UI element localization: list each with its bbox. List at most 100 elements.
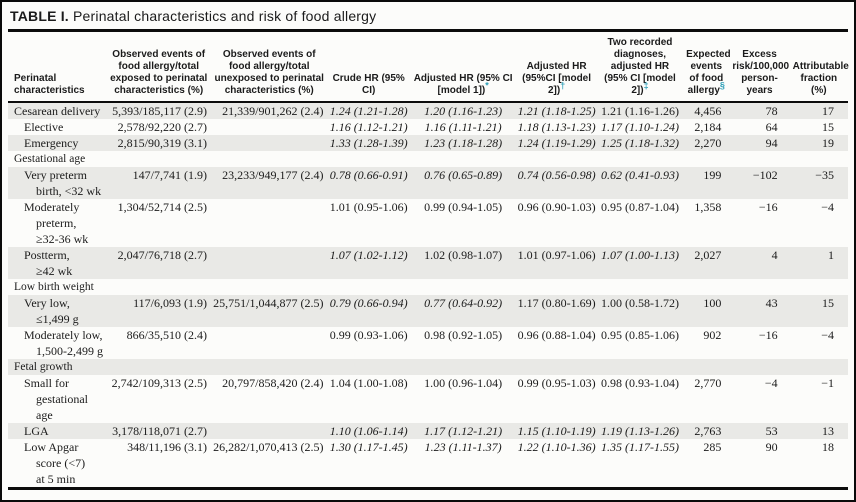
adjusted_hr_model2-cell: 0.96 (0.90-1.03) bbox=[517, 200, 596, 214]
adjusted_hr_model1-cell: 1.23 (1.18-1.28) bbox=[424, 136, 503, 150]
column-header-expected_events: Expected events of food allergy§ bbox=[683, 32, 731, 103]
crude_hr-cell: 1.04 (1.00-1.08) bbox=[329, 376, 408, 390]
attributable_fraction-cell: 1 bbox=[828, 248, 834, 262]
crude_hr-cell bbox=[328, 151, 410, 167]
attributable_fraction-cell bbox=[790, 359, 848, 375]
two_recorded_hr-cell: 1.07 (1.00-1.13) bbox=[600, 248, 679, 262]
crude_hr-cell: 0.99 (0.93-1.06) bbox=[329, 328, 408, 342]
observed_unexposed-cell: 23,233/949,177 (2.4) bbox=[222, 168, 324, 182]
two_recorded_hr-cell: 0.95 (0.85-1.06) bbox=[600, 328, 679, 342]
column-header-adjusted_hr_model2: Adjusted HR (95%CI [model 2])† bbox=[516, 32, 597, 103]
footnote-marker-two_recorded_hr: ‡ bbox=[643, 80, 649, 91]
expected_events-cell: 4,456 bbox=[694, 104, 722, 118]
excess_risk-cell: 64 bbox=[765, 120, 778, 134]
adjusted_hr_model1-cell: 1.00 (0.96-1.04) bbox=[424, 376, 503, 390]
adjusted_hr_model2-cell: 0.96 (0.88-1.04) bbox=[517, 328, 596, 342]
two_recorded_hr-cell: 1.21 (1.16-1.26) bbox=[600, 104, 679, 118]
observed_unexposed-cell bbox=[211, 119, 328, 135]
expected_events-cell: 100 bbox=[703, 296, 722, 310]
adjusted_hr_model1-cell: 1.16 (1.11-1.21) bbox=[424, 120, 502, 134]
adjusted_hr_model2-cell bbox=[516, 359, 596, 375]
observed_unexposed-cell bbox=[211, 199, 328, 247]
crude_hr-cell: 1.01 (0.95-1.06) bbox=[329, 200, 408, 214]
excess_risk-cell: 43 bbox=[765, 296, 778, 310]
two_recorded_hr-cell: 1.00 (0.58-1.72) bbox=[600, 296, 679, 310]
excess_risk-cell: 90 bbox=[765, 440, 778, 454]
column-header-crude_hr: Crude HR (95% CI) bbox=[327, 32, 410, 103]
observed_unexposed-cell bbox=[211, 151, 328, 167]
adjusted_hr_model1-cell bbox=[410, 279, 517, 295]
row-label: Low birth weight bbox=[14, 281, 94, 293]
observed_unexposed-cell: 20,797/858,420 (2.4) bbox=[222, 376, 324, 390]
observed_unexposed-cell: 21,339/901,262 (2.4) bbox=[222, 104, 324, 118]
adjusted_hr_model1-cell bbox=[410, 151, 517, 167]
excess_risk-cell: 94 bbox=[765, 136, 778, 150]
adjusted_hr_model2-cell: 1.22 (1.10-1.36) bbox=[517, 440, 596, 454]
expected_events-cell: 2,184 bbox=[694, 120, 722, 134]
table-row-moderately-preterm-32-36-wk: Moderately preterm, ≥32-36 wk 1,304/52,71… bbox=[8, 199, 848, 247]
adjusted_hr_model1-cell: 1.20 (1.16-1.23) bbox=[424, 104, 503, 118]
table-row-emergency: Emergency 2,815/90,319 (3.1) 1.33 (1.28-1.… bbox=[8, 135, 848, 151]
table-title-prefix: TABLE I. bbox=[10, 8, 69, 24]
attributable_fraction-cell bbox=[790, 279, 848, 295]
row-label: Emergency bbox=[24, 136, 79, 150]
row-label: Very low, ≤1,499 g bbox=[24, 296, 79, 326]
expected_events-cell: 2,027 bbox=[694, 248, 722, 262]
expected_events-cell: 2,763 bbox=[694, 424, 722, 438]
adjusted_hr_model1-cell: 1.02 (0.98-1.07) bbox=[424, 248, 503, 262]
attributable_fraction-cell: 15 bbox=[822, 120, 834, 134]
expected_events-cell: 2,270 bbox=[694, 136, 722, 150]
observed_unexposed-cell bbox=[211, 327, 328, 359]
adjusted_hr_model2-cell bbox=[516, 279, 596, 295]
observed_exposed-cell: 2,742/109,313 (2.5) bbox=[111, 376, 207, 390]
adjusted_hr_model2-cell: 1.18 (1.13-1.23) bbox=[517, 120, 596, 134]
adjusted_hr_model2-cell: 1.17 (0.80-1.69) bbox=[517, 296, 596, 310]
adjusted_hr_model2-cell: 1.01 (0.97-1.06) bbox=[517, 248, 596, 262]
adjusted_hr_model1-cell: 0.99 (0.94-1.05) bbox=[424, 200, 503, 214]
attributable_fraction-cell: −1 bbox=[821, 376, 834, 390]
crude_hr-cell: 1.30 (1.17-1.45) bbox=[329, 440, 408, 454]
column-header-attributable_fraction: Attributable fraction (%) bbox=[789, 32, 849, 103]
expected_events-cell bbox=[683, 359, 729, 375]
column-header-observed_unexposed: Observed events of food allergy/total un… bbox=[210, 32, 328, 103]
observed_exposed-cell bbox=[106, 279, 210, 295]
row-label: Low Apgar score (<7) at 5 min bbox=[24, 440, 86, 486]
row-label: Very preterm birth, <32 wk bbox=[24, 168, 102, 198]
expected_events-cell: 1,358 bbox=[694, 200, 722, 214]
row-label: Fetal growth bbox=[14, 361, 73, 373]
row-label: LGA bbox=[24, 424, 49, 438]
section-row-fetal-growth: Fetal growth bbox=[8, 359, 848, 375]
adjusted_hr_model1-cell: 0.98 (0.92-1.05) bbox=[424, 328, 503, 342]
row-label: Gestational age bbox=[14, 153, 86, 165]
two_recorded_hr-cell: 0.98 (0.93-1.04) bbox=[600, 376, 679, 390]
adjusted_hr_model1-cell: 1.23 (1.11-1.37) bbox=[424, 440, 502, 454]
excess_risk-cell: −102 bbox=[752, 168, 778, 182]
adjusted_hr_model2-cell: 0.74 (0.56-0.98) bbox=[517, 168, 596, 182]
observed_exposed-cell: 866/35,510 (2.4) bbox=[126, 328, 207, 342]
attributable_fraction-cell: 13 bbox=[822, 424, 834, 438]
two_recorded_hr-cell: 1.17 (1.10-1.24) bbox=[600, 120, 679, 134]
two_recorded_hr-cell: 1.19 (1.13-1.26) bbox=[600, 424, 679, 438]
crude_hr-cell: 1.16 (1.12-1.21) bbox=[329, 120, 408, 134]
column-header-adjusted_hr_model1: Adjusted HR (95% CI [model 1])* bbox=[409, 32, 517, 103]
excess_risk-cell: 78 bbox=[765, 104, 778, 118]
expected_events-cell: 285 bbox=[703, 440, 722, 454]
crude_hr-cell: 1.24 (1.21-1.28) bbox=[329, 104, 408, 118]
table-row-moderately-low-1-500-2-499-g: Moderately low, 1,500-2,499 g 866/35,510 … bbox=[8, 327, 848, 359]
excess_risk-cell bbox=[729, 151, 789, 167]
column-header-characteristic: Perinatal characteristics bbox=[8, 32, 107, 103]
table-row-very-low-1-499-g: Very low, ≤1,499 g 117/6,093 (1.9) 25,751/… bbox=[8, 295, 848, 327]
table-row-elective: Elective 2,578/92,220 (2.7) 1.16 (1.12-1.2… bbox=[8, 119, 848, 135]
attributable_fraction-cell: 18 bbox=[822, 440, 834, 454]
observed_exposed-cell: 2,578/92,220 (2.7) bbox=[117, 120, 207, 134]
row-label: Postterm, ≥42 wk bbox=[24, 248, 73, 278]
excess_risk-cell bbox=[729, 279, 789, 295]
adjusted_hr_model1-cell: 0.76 (0.65-0.89) bbox=[424, 168, 503, 182]
row-label: Elective bbox=[24, 120, 64, 134]
table-row-cesarean-delivery: Cesarean delivery 5,393/185,117 (2.9) 21,3… bbox=[8, 102, 848, 119]
table-row-postterm-42-wk: Postterm, ≥42 wk 2,047/76,718 (2.7) 1.07 (… bbox=[8, 247, 848, 279]
two_recorded_hr-cell: 0.62 (0.41-0.93) bbox=[600, 168, 679, 182]
excess_risk-cell: 53 bbox=[765, 424, 778, 438]
observed_exposed-cell: 348/11,196 (3.1) bbox=[127, 440, 207, 454]
